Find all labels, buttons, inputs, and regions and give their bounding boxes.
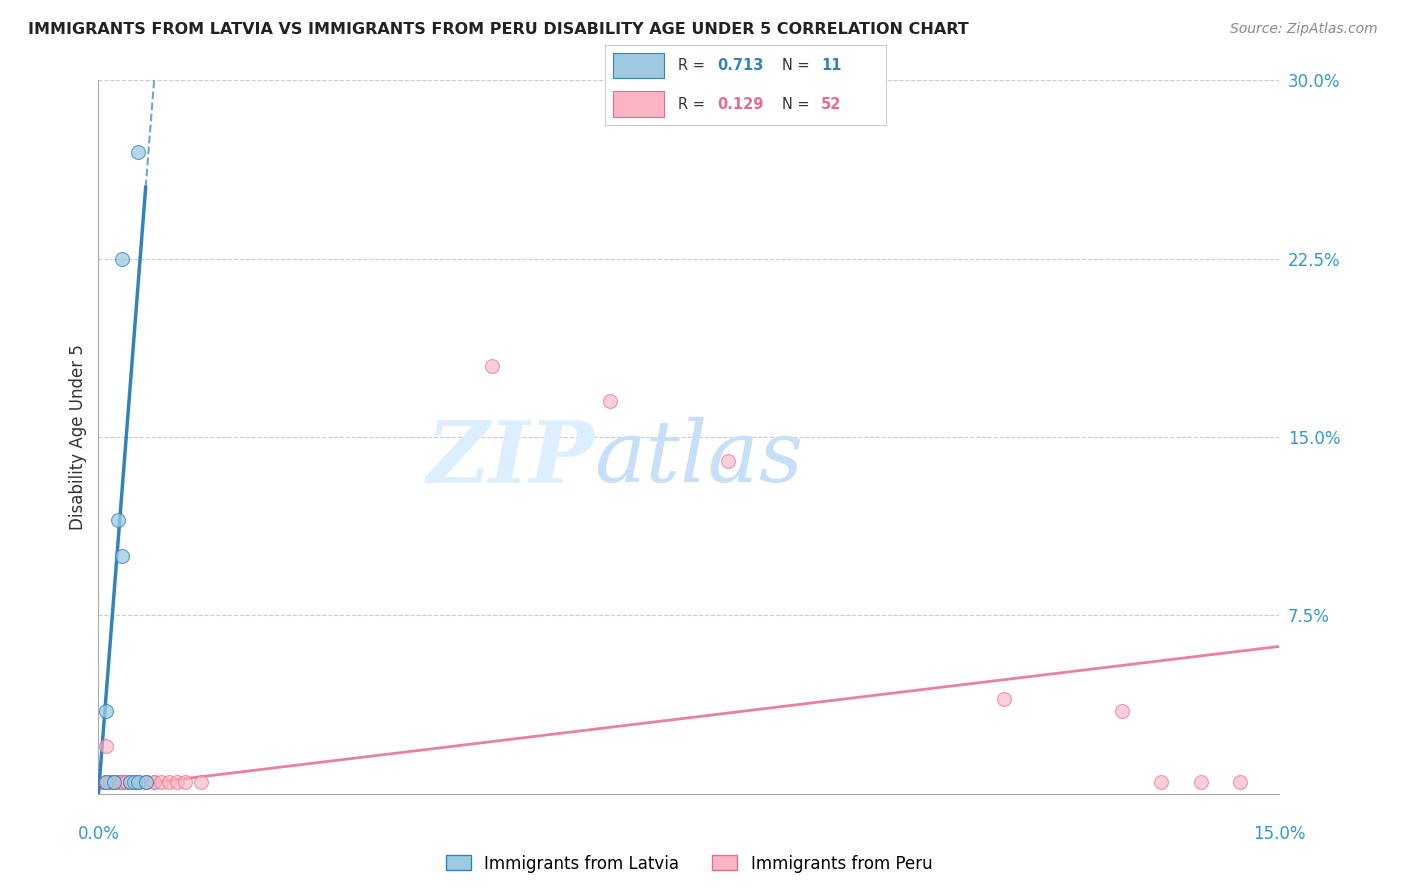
Point: [1229, 775, 1251, 789]
Point: [166, 775, 188, 789]
Text: Source: ZipAtlas.com: Source: ZipAtlas.com: [1230, 22, 1378, 37]
Point: [118, 775, 141, 789]
Point: [96, 775, 118, 789]
Text: 11: 11: [821, 58, 842, 73]
Text: 0.0%: 0.0%: [77, 825, 120, 843]
Text: R =: R =: [678, 96, 709, 112]
Text: ZIP: ZIP: [426, 417, 595, 500]
Point: [98, 775, 121, 789]
Point: [96, 704, 118, 718]
Point: [118, 775, 141, 789]
Point: [98, 775, 121, 789]
Point: [96, 775, 118, 789]
Text: R =: R =: [678, 58, 709, 73]
Point: [127, 145, 149, 159]
Point: [157, 775, 180, 789]
Text: 15.0%: 15.0%: [1253, 825, 1306, 843]
Point: [103, 775, 125, 789]
Point: [993, 691, 1015, 706]
Point: [127, 775, 149, 789]
Point: [142, 775, 165, 789]
Point: [111, 775, 134, 789]
Text: 0.129: 0.129: [717, 96, 763, 112]
Point: [118, 775, 141, 789]
Point: [103, 775, 125, 789]
Point: [111, 549, 134, 563]
Point: [96, 739, 118, 754]
Text: IMMIGRANTS FROM LATVIA VS IMMIGRANTS FROM PERU DISABILITY AGE UNDER 5 CORRELATIO: IMMIGRANTS FROM LATVIA VS IMMIGRANTS FRO…: [28, 22, 969, 37]
Point: [115, 775, 138, 789]
Point: [98, 775, 121, 789]
Point: [127, 775, 149, 789]
Point: [1150, 775, 1173, 789]
FancyBboxPatch shape: [613, 53, 664, 78]
Point: [1189, 775, 1212, 789]
Y-axis label: Disability Age Under 5: Disability Age Under 5: [69, 344, 87, 530]
Point: [135, 775, 157, 789]
Point: [103, 775, 125, 789]
Point: [135, 775, 157, 789]
FancyBboxPatch shape: [613, 91, 664, 117]
Point: [107, 513, 129, 527]
Point: [103, 775, 125, 789]
Point: [717, 454, 740, 468]
Point: [150, 775, 173, 789]
Point: [103, 775, 125, 789]
Point: [190, 775, 212, 789]
Point: [127, 775, 149, 789]
Point: [111, 775, 134, 789]
Point: [127, 775, 149, 789]
Point: [1111, 704, 1133, 718]
Point: [96, 775, 118, 789]
Point: [107, 775, 129, 789]
Point: [107, 775, 129, 789]
Point: [115, 775, 138, 789]
Text: 0.713: 0.713: [717, 58, 763, 73]
Point: [103, 775, 125, 789]
Point: [103, 775, 125, 789]
Point: [174, 775, 197, 789]
Point: [118, 775, 141, 789]
Text: 52: 52: [821, 96, 841, 112]
Point: [103, 775, 125, 789]
Text: N =: N =: [782, 58, 814, 73]
Point: [111, 775, 134, 789]
Point: [127, 775, 149, 789]
Point: [481, 359, 503, 373]
Point: [142, 775, 165, 789]
Point: [122, 775, 145, 789]
Point: [127, 775, 149, 789]
Point: [111, 775, 134, 789]
Point: [135, 775, 157, 789]
Point: [599, 394, 621, 409]
Point: [135, 775, 157, 789]
Point: [96, 775, 118, 789]
Point: [111, 252, 134, 266]
Text: atlas: atlas: [595, 417, 804, 500]
Legend: Immigrants from Latvia, Immigrants from Peru: Immigrants from Latvia, Immigrants from …: [439, 848, 939, 880]
Point: [111, 775, 134, 789]
Point: [98, 775, 121, 789]
Text: N =: N =: [782, 96, 814, 112]
Point: [96, 775, 118, 789]
Point: [111, 775, 134, 789]
